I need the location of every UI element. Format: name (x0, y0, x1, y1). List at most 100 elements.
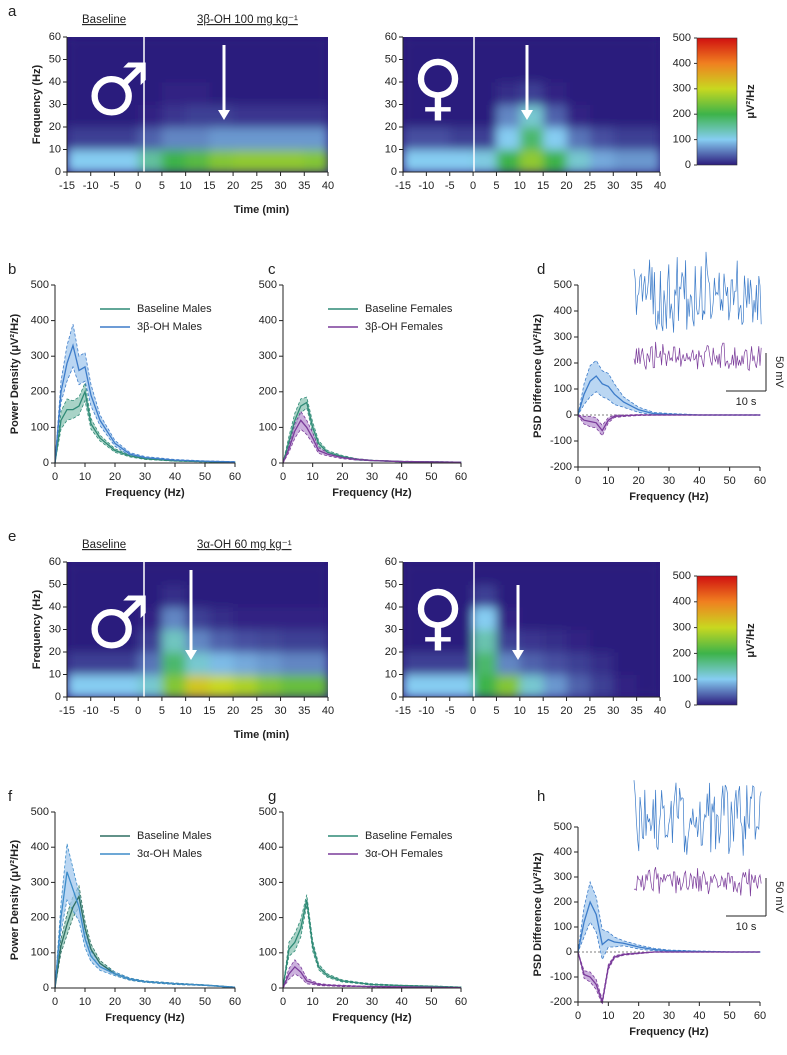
panel-letter: a (8, 3, 17, 20)
heatmap-cell (233, 652, 258, 675)
y-tick-label: 300 (554, 331, 572, 343)
heatmap-cell (138, 674, 163, 697)
x-tick-label: 25 (251, 180, 263, 192)
x-tick-label: 10 (514, 705, 526, 717)
y-tick-label: 0 (391, 691, 397, 703)
heatmap-cell (426, 149, 451, 172)
heatmap-cell (90, 562, 115, 585)
x-axis-label: Frequency (Hz) (629, 1026, 709, 1038)
colorbar-tick-label: 400 (673, 596, 691, 608)
y-axis-label: Power Density (μV²/Hz) (9, 313, 21, 434)
series-line (54, 343, 236, 464)
heatmap-cell (519, 104, 544, 128)
legend-label: Baseline Males (137, 303, 212, 315)
x-tick-label: 30 (607, 180, 619, 192)
heatmap-cell (426, 674, 451, 697)
y-tick-label: 0 (566, 409, 572, 421)
x-tick-label: 15 (203, 180, 215, 192)
heatmap-cell (114, 584, 139, 608)
x-tick-label: 30 (139, 471, 151, 483)
heatmap-cell (543, 562, 568, 585)
x-tick-label: 40 (693, 475, 705, 487)
x-tick-label: -10 (418, 705, 434, 717)
heatmap-cell (161, 127, 187, 150)
heatmap-cell (256, 629, 282, 653)
heatmap-cell (114, 82, 139, 105)
heatmap-cell (543, 607, 568, 630)
heatmap-cell (209, 652, 234, 675)
panel-letter: c (268, 261, 276, 278)
heatmap-cell (209, 674, 234, 697)
x-tick-label: 10 (307, 996, 319, 1008)
heatmap-cell (90, 607, 115, 630)
colorbar-tick-label: 400 (673, 57, 691, 69)
heatmap-cell (519, 674, 544, 697)
x-tick-label: 20 (227, 180, 239, 192)
x-tick-label: 30 (366, 996, 378, 1008)
heatmap-cell (543, 652, 568, 675)
panel-letter: g (268, 788, 276, 805)
heatmap-cell (67, 652, 92, 675)
x-tick-label: 20 (336, 471, 348, 483)
heatmap-cell (449, 104, 474, 128)
y-tick-label: 50 (385, 578, 397, 590)
heatmap-cell (90, 37, 115, 60)
y-tick-label: 0 (271, 982, 277, 994)
heatmap-cell (519, 59, 544, 83)
series-line (54, 871, 236, 989)
x-tick-label: 30 (139, 996, 151, 1008)
heatmap-cell (543, 629, 568, 653)
heatmap-cell (90, 629, 115, 653)
x-tick-label: -15 (395, 180, 411, 192)
annotation: 3α-OH 60 mg kg⁻¹ (197, 539, 292, 551)
series-line (282, 899, 462, 989)
heatmap-cell (589, 584, 614, 608)
heatmap-cell (449, 584, 474, 608)
heatmap-cell (519, 584, 544, 608)
heatmap-cell (403, 127, 427, 150)
heatmap-cell (566, 149, 591, 172)
heatmap-cell (449, 37, 474, 60)
x-tick-label: 5 (159, 180, 165, 192)
heatmap-cell (496, 149, 521, 172)
heatmap-cell (280, 607, 305, 630)
y-tick-label: 300 (31, 350, 49, 362)
heatmap-cell (161, 149, 187, 172)
heatmap-cell (496, 37, 521, 60)
series-line (282, 419, 462, 464)
heatmap-cell (589, 127, 614, 150)
colorbar (696, 575, 738, 706)
heatmap-cell (114, 127, 139, 150)
heatmap-cell (233, 584, 258, 608)
x-tick-label: -15 (59, 705, 75, 717)
heatmap-cell (426, 584, 451, 608)
heatmap-cell (209, 629, 234, 653)
heatmap-cell (403, 674, 427, 697)
heatmap (67, 37, 328, 172)
y-tick-label: 0 (55, 166, 61, 178)
y-tick-label: 10 (49, 668, 61, 680)
y-tick-label: -100 (550, 435, 572, 447)
y-axis-label: PSD Difference (μV²/Hz) (532, 852, 544, 976)
heatmap-cell (114, 674, 139, 697)
heatmap-cell (403, 37, 427, 60)
y-tick-label: 0 (43, 457, 49, 469)
heatmap-cell (543, 37, 568, 60)
legend-label: Baseline Males (137, 830, 212, 842)
y-tick-label: 60 (385, 31, 397, 43)
heatmap-cell (473, 629, 497, 653)
heatmap-cell (280, 37, 305, 60)
heatmap-cell (449, 149, 474, 172)
x-tick-label: 0 (575, 475, 581, 487)
heatmap-cell (304, 607, 328, 630)
y-tick-label: 200 (259, 912, 277, 924)
heatmap-cell (543, 149, 568, 172)
heatmap-cell (613, 127, 638, 150)
heatmap-cell (496, 127, 521, 150)
heatmap-cell (403, 607, 427, 630)
scale-label: 50 mV (773, 881, 785, 913)
heatmap-cell (304, 562, 328, 585)
heatmap-cell (90, 104, 115, 128)
x-axis-label: Frequency (Hz) (332, 1012, 412, 1024)
colorbar (696, 37, 738, 166)
